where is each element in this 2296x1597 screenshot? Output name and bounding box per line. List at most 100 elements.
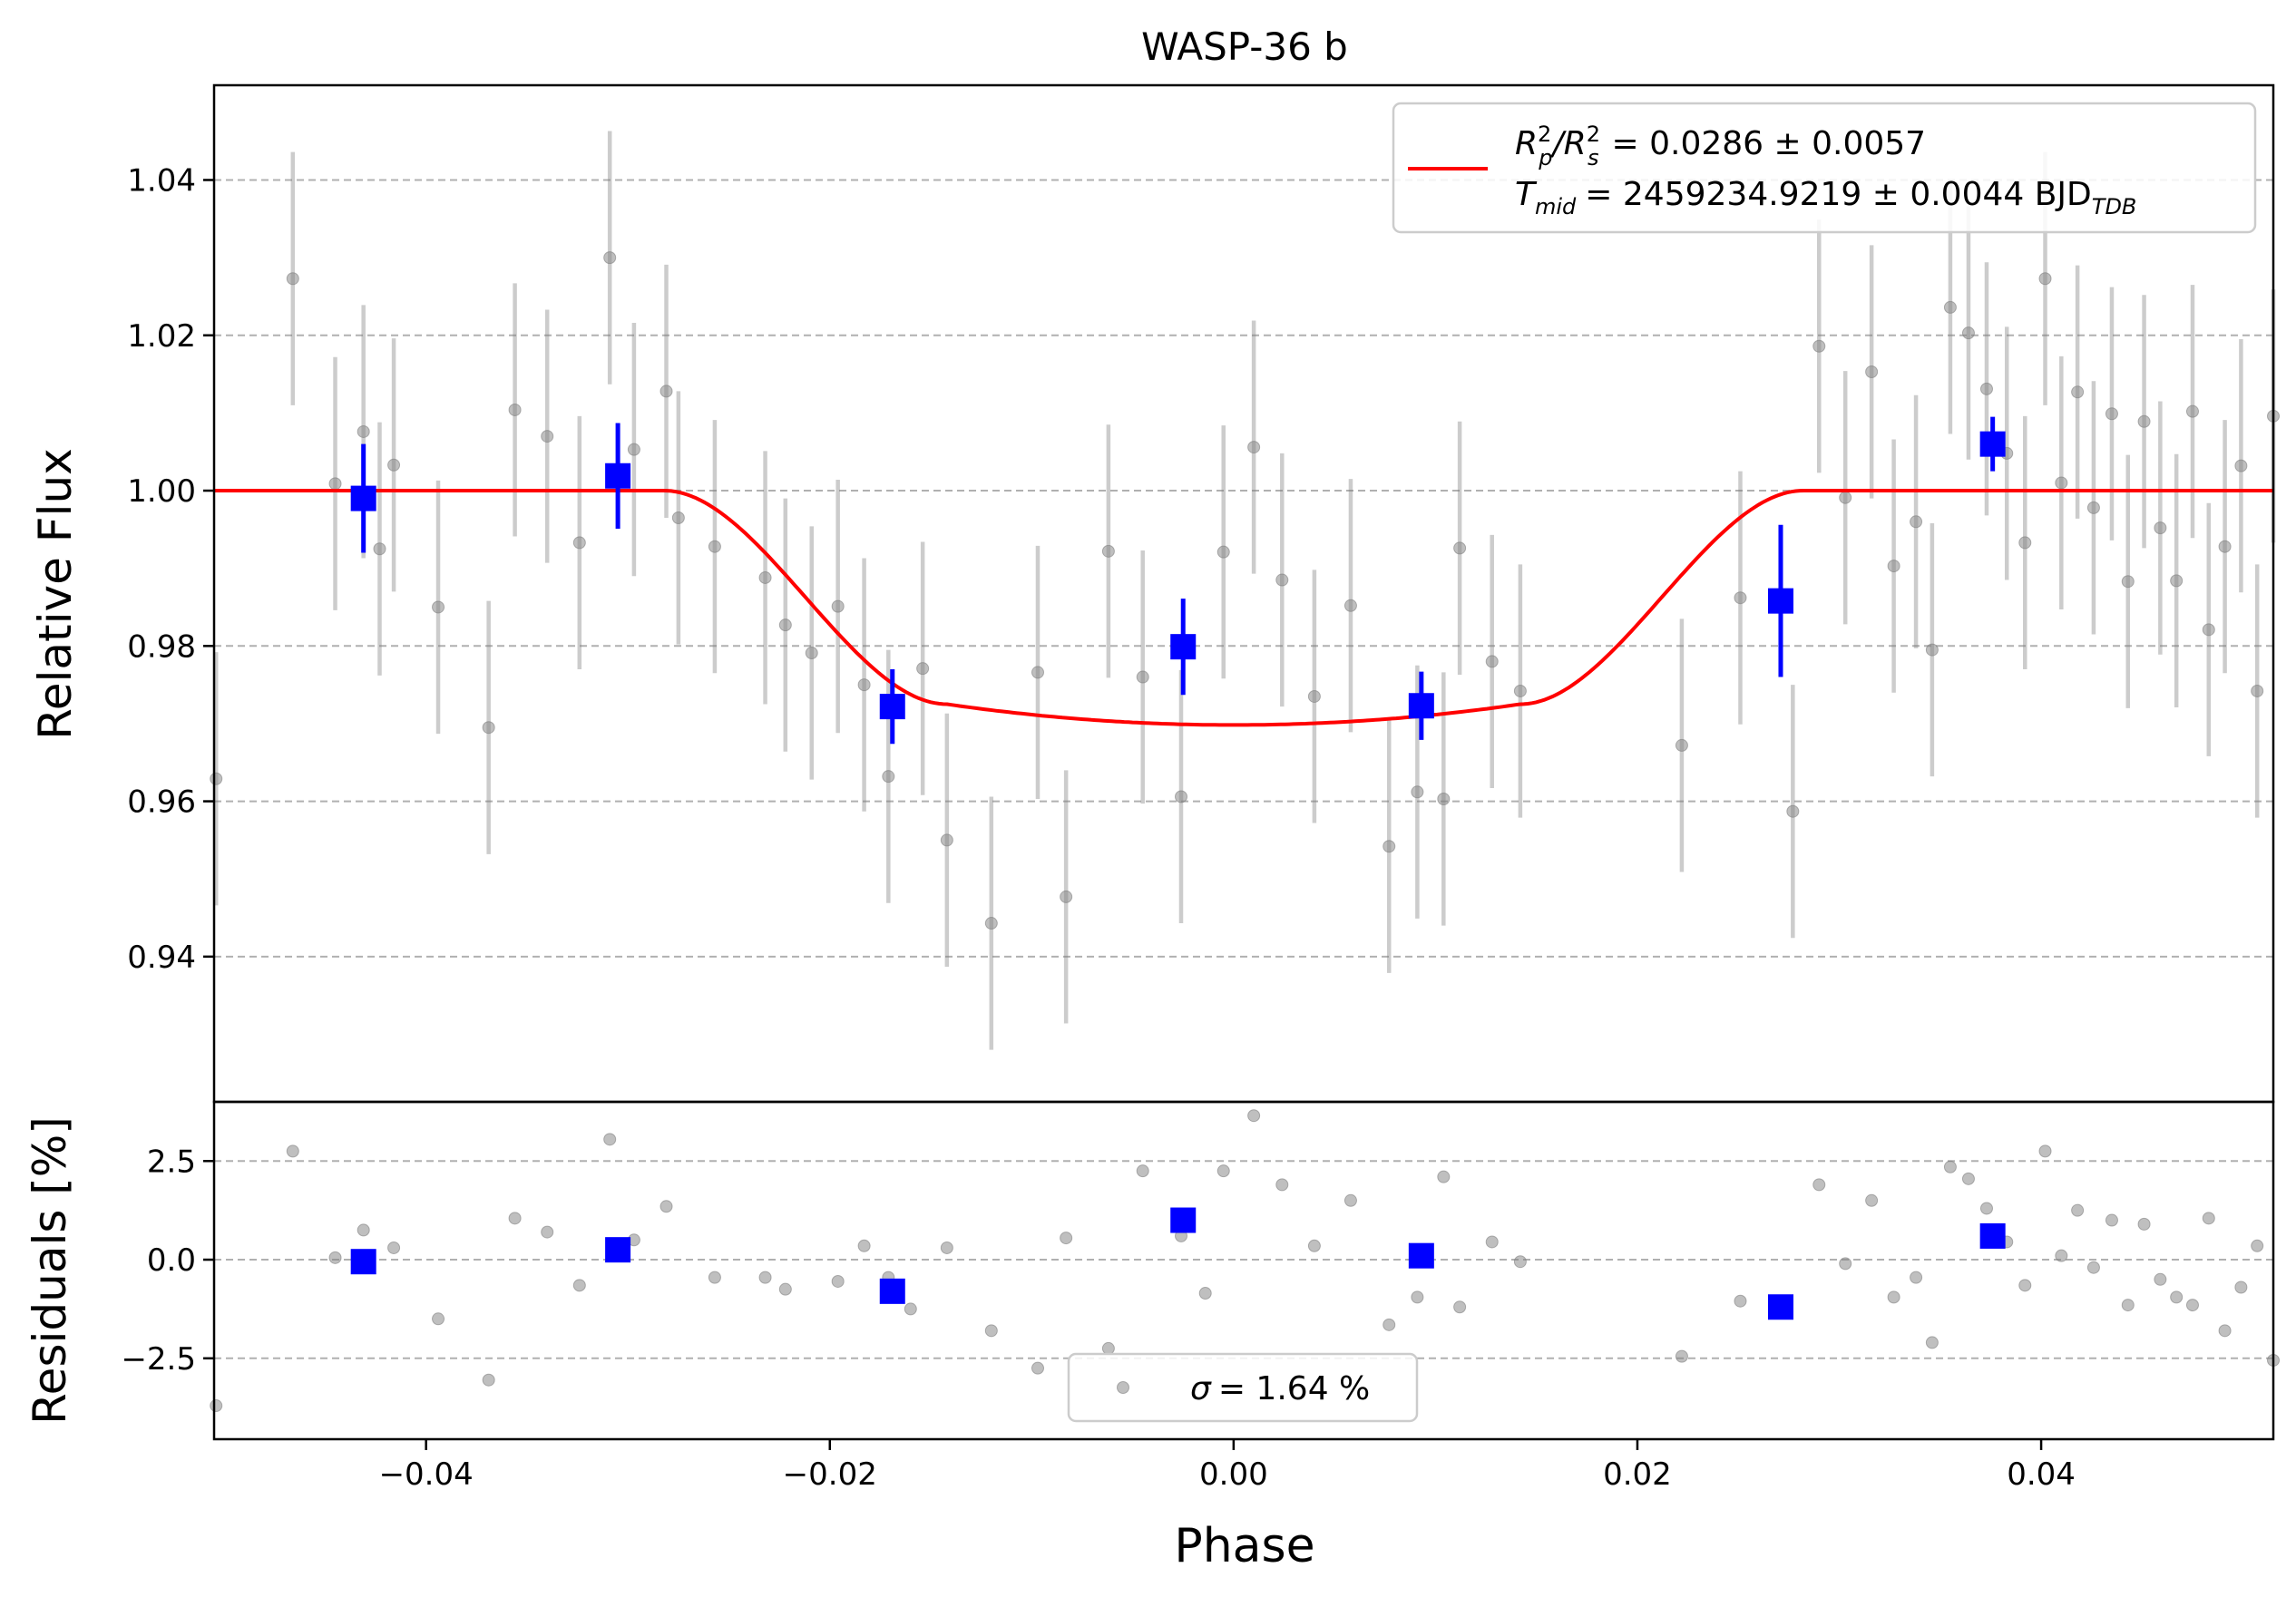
bottom-raw-point: [659, 1200, 673, 1213]
bottom-raw-point: [1307, 1239, 1321, 1252]
top-y-tick-label: 0.96: [127, 784, 196, 821]
bottom-raw-point: [1887, 1290, 1900, 1304]
bottom-raw-point: [2218, 1324, 2232, 1338]
bottom-raw-point: [2038, 1144, 2052, 1158]
bottom-raw-point: [541, 1225, 554, 1239]
top-raw-point: [2185, 404, 2199, 418]
bottom-raw-point: [432, 1312, 445, 1326]
bottom-legend-box: [1067, 1352, 1419, 1423]
top-legend-box: [1392, 102, 2257, 234]
bottom-raw-point: [1925, 1336, 1939, 1349]
top-raw-point: [708, 540, 721, 553]
bottom-raw-point: [1101, 1341, 1115, 1355]
bottom-panel: −2.5 0.0 2.5 −0.04 −0.02 0.00 0.02 0.04 Residu…: [24, 1100, 2280, 1573]
top-raw-point: [1343, 599, 1357, 612]
top-raw-point: [2251, 684, 2264, 697]
top-raw-point: [1865, 365, 1879, 379]
top-raw-point: [2086, 501, 2100, 514]
bottom-raw-point: [1411, 1290, 1424, 1304]
bottom-raw-point: [1910, 1271, 1923, 1284]
bottom-raw-point: [2137, 1217, 2151, 1231]
bottom-raw-point: [1943, 1160, 1957, 1173]
bottom-raw-point: [940, 1241, 953, 1254]
bottom-raw-point: [387, 1241, 401, 1254]
top-raw-point: [2018, 536, 2032, 550]
bottom-panel-frame: [212, 1100, 2275, 1441]
bottom-raw-point: [984, 1324, 998, 1338]
bottom-raw-point: [1382, 1318, 1396, 1331]
x-axis-label: Phase: [1174, 1519, 1314, 1573]
top-y-tick-label: 1.02: [127, 318, 196, 355]
top-raw-point: [1887, 560, 1900, 573]
bottom-raw-point: [508, 1212, 522, 1225]
bottom-binned-point: [1767, 1294, 1793, 1320]
top-raw-point: [357, 424, 370, 438]
top-binned-point: [879, 694, 905, 720]
top-raw-point: [1216, 545, 1230, 559]
top-raw-point: [432, 600, 445, 614]
bottom-y-tick-label: 2.5: [147, 1144, 196, 1180]
top-raw-point: [984, 917, 998, 930]
x-tick-label: 0.02: [1603, 1456, 1672, 1493]
top-raw-point: [882, 770, 895, 784]
top-raw-point: [1247, 441, 1261, 454]
top-raw-point: [758, 570, 772, 584]
bottom-raw-point: [1247, 1109, 1261, 1123]
bottom-raw-point: [2251, 1239, 2264, 1252]
bottom-raw-point: [1961, 1172, 1975, 1185]
top-binned-point: [1767, 588, 1793, 614]
top-y-axis-ticks: 0.94 0.96 0.98 1.00 1.02 1.04: [127, 162, 214, 976]
top-raw-point: [328, 477, 342, 491]
top-raw-point: [1453, 541, 1467, 555]
top-raw-point: [940, 833, 953, 847]
bottom-binned-point: [879, 1278, 905, 1304]
top-raw-point: [2234, 459, 2248, 472]
top-raw-point: [1382, 840, 1396, 853]
bottom-binned-point: [1408, 1242, 1434, 1269]
top-raw-point: [2121, 575, 2135, 589]
bottom-raw-point: [1437, 1170, 1451, 1183]
top-y-tick-label: 1.00: [127, 473, 196, 510]
top-binned-point: [1170, 634, 1197, 660]
top-raw-point: [1485, 655, 1499, 668]
bottom-raw-point: [857, 1239, 871, 1252]
bottom-x-axis-ticks: −0.04 −0.02 0.00 0.02 0.04: [379, 1439, 2076, 1493]
bottom-raw-point: [2071, 1203, 2085, 1217]
top-raw-point: [210, 772, 223, 785]
top-raw-point: [508, 403, 522, 416]
bottom-raw-point: [286, 1144, 299, 1158]
top-raw-point: [286, 272, 299, 286]
bottom-raw-point: [1453, 1300, 1467, 1314]
top-raw-point: [2170, 574, 2184, 588]
top-raw-point: [1437, 793, 1451, 806]
top-panel: 0.94 0.96 0.98 1.00 1.02 1.04 Relative Flux R…: [29, 83, 2280, 1104]
bottom-y-tick-label: −2.5: [121, 1341, 196, 1378]
bottom-raw-point: [2154, 1272, 2167, 1286]
bottom-raw-point: [2185, 1299, 2199, 1312]
bottom-raw-point: [778, 1282, 792, 1296]
top-raw-point: [778, 618, 792, 632]
bottom-raw-point: [328, 1251, 342, 1264]
bottom-raw-point: [1839, 1257, 1852, 1271]
top-raw-point: [1943, 300, 1957, 314]
top-raw-point: [482, 721, 495, 735]
x-tick-label: −0.04: [379, 1456, 474, 1493]
bottom-raw-point: [2018, 1279, 2032, 1292]
bottom-raw-point: [603, 1133, 617, 1146]
bottom-raw-point: [1513, 1255, 1527, 1269]
top-raw-point: [1411, 785, 1424, 799]
top-raw-point: [659, 385, 673, 398]
legend-sigma-text: σ = 1.64 %: [1190, 1370, 1370, 1407]
top-raw-point: [805, 647, 818, 660]
top-binned-point: [1408, 693, 1434, 719]
top-raw-point: [2202, 623, 2215, 637]
bottom-raw-point: [1734, 1294, 1747, 1308]
bottom-raw-point: [1136, 1164, 1149, 1178]
bottom-y-axis-label: Residuals [%]: [24, 1116, 76, 1425]
top-raw-point: [831, 599, 845, 613]
bottom-raw-point: [1060, 1232, 1073, 1245]
bottom-raw-point: [2170, 1290, 2184, 1304]
top-raw-point: [1307, 689, 1321, 703]
top-y-tick-label: 1.04: [127, 162, 196, 199]
legend-residual-swatch: [1117, 1381, 1129, 1394]
